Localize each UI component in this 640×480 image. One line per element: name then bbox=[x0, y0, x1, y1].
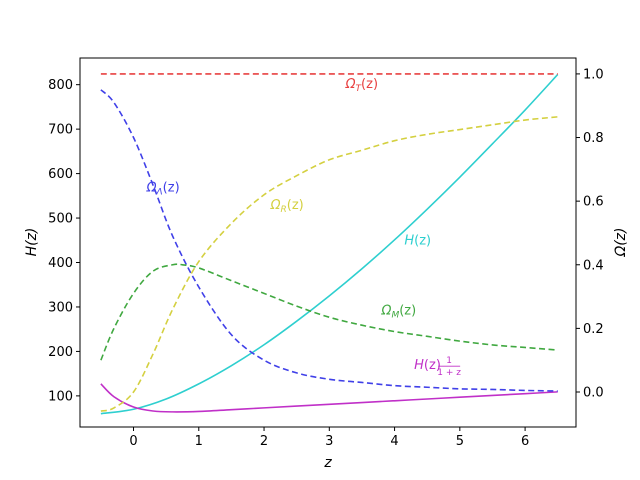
series-label-text: ΩM(z) bbox=[381, 304, 417, 321]
series-line-1 bbox=[100, 383, 558, 413]
y-left-tick-label: 700 bbox=[48, 123, 73, 138]
y-left-tick-label: 400 bbox=[48, 256, 73, 271]
series-line-3 bbox=[100, 89, 558, 392]
y-axis-left-label: H(z) bbox=[24, 228, 40, 257]
series-label-5: H(z) 1 1 + z bbox=[414, 356, 461, 378]
series-label-text: ΩT(z) bbox=[345, 77, 378, 94]
y-axis-right: 0.0 0.2 0.4 0.6 0.8 1.0 bbox=[576, 67, 604, 401]
y-left-tick-label: 500 bbox=[48, 212, 73, 227]
y-right-tick-label: 0.2 bbox=[583, 322, 604, 337]
y-left-tick-label: 100 bbox=[48, 389, 73, 404]
y-right-tick-label: 0.6 bbox=[583, 195, 604, 210]
x-tick-label: 3 bbox=[325, 434, 333, 449]
x-tick-label: 4 bbox=[390, 434, 398, 449]
series-label-3: H(z) bbox=[404, 234, 431, 249]
series-label-0: ΩT(z) bbox=[345, 77, 378, 94]
y-right-tick-label: 0.4 bbox=[583, 258, 604, 273]
plot-area bbox=[80, 58, 576, 427]
x-axis-label: z bbox=[323, 455, 332, 471]
series-label-text: ΩR(z) bbox=[270, 198, 304, 215]
series-label-4: ΩM(z) bbox=[381, 304, 417, 321]
y-left-tick-label: 300 bbox=[48, 300, 73, 315]
fraction-numerator: 1 bbox=[446, 356, 452, 366]
series-label-1: ΩΛ(z) bbox=[146, 181, 180, 198]
series-label-text: ΩΛ(z) bbox=[146, 181, 180, 198]
annotation-layer: ΩT(z) ΩΛ(z) ΩR(z) H(z) ΩM(z) H(z) 1 1 + z bbox=[146, 77, 462, 378]
plot-frame bbox=[79, 57, 577, 428]
x-axis: 0 1 2 3 4 5 6 bbox=[129, 427, 529, 449]
series-line-4 bbox=[100, 116, 558, 412]
y-right-tick-label: 0.8 bbox=[583, 131, 604, 146]
y-axis-left: 100 200 300 400 500 600 700 800 bbox=[48, 78, 80, 404]
y-right-tick-label: 1.0 bbox=[583, 67, 604, 82]
y-left-tick-label: 800 bbox=[48, 78, 73, 93]
y-right-tick-label: 0.0 bbox=[583, 386, 604, 401]
x-tick-label: 6 bbox=[521, 434, 529, 449]
series-layer bbox=[100, 73, 559, 415]
series-label-2: ΩR(z) bbox=[270, 198, 304, 215]
x-tick-label: 2 bbox=[260, 434, 268, 449]
series-line-0 bbox=[100, 73, 559, 415]
y-left-tick-label: 200 bbox=[48, 345, 73, 360]
x-tick-label: 1 bbox=[195, 434, 203, 449]
x-tick-label: 0 bbox=[129, 434, 137, 449]
y-left-tick-label: 600 bbox=[48, 167, 73, 182]
x-tick-label: 5 bbox=[456, 434, 464, 449]
y-axis-right-label: Ω(z) bbox=[613, 228, 629, 258]
fraction-denominator: 1 + z bbox=[437, 368, 461, 378]
series-label-text: H(z) bbox=[414, 358, 441, 373]
series-line-5 bbox=[100, 263, 558, 361]
series-label-text: H(z) bbox=[404, 234, 431, 249]
